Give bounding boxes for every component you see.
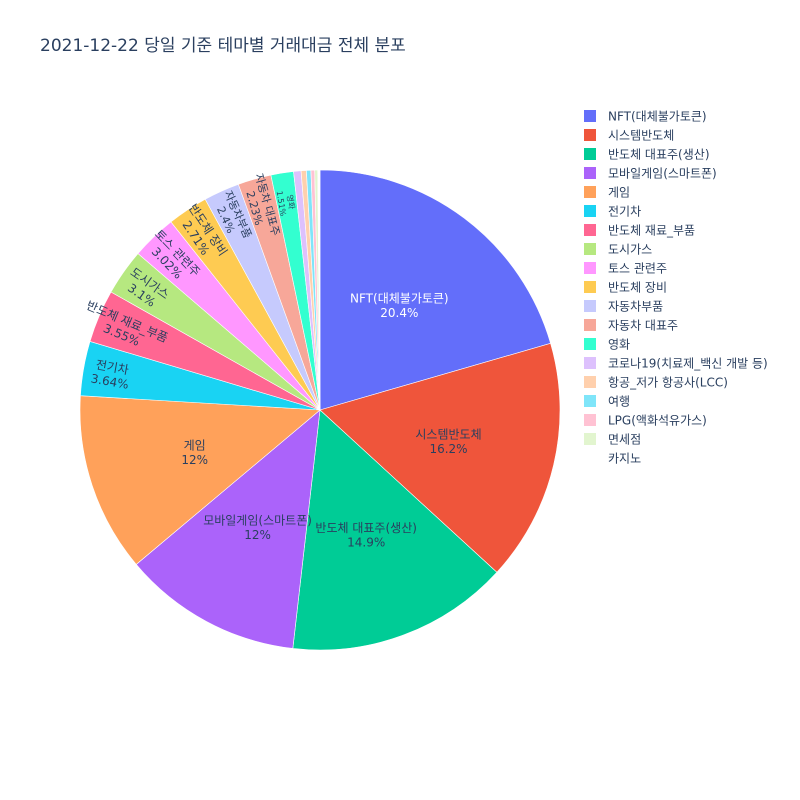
slice-label-percent: 12% (181, 453, 208, 467)
legend-item[interactable]: NFT(대체불가토큰) (584, 110, 707, 124)
legend-item[interactable]: 카지노 (584, 452, 641, 466)
legend-item[interactable]: 영화 (584, 338, 630, 352)
slice-label: NFT(대체불가토큰) 20.4% (350, 292, 449, 320)
legend-item[interactable]: 반도체 재료_부품 (584, 224, 695, 238)
pie-slice[interactable] (319, 169, 551, 411)
legend-label: 반도체 대표주(생산) (608, 148, 710, 162)
legend-item[interactable]: 반도체 대표주(생산) (584, 148, 710, 162)
legend-swatch (584, 452, 596, 464)
legend-item[interactable]: 반도체 장비 (584, 281, 667, 295)
legend-label: 면세점 (608, 433, 641, 447)
legend-item[interactable]: LPG(액화석유가스) (584, 414, 707, 428)
legend-item[interactable]: 코로나19(치료제_백신 개발 등) (584, 357, 768, 371)
slice-label-name: 모바일게임(스마트폰) (203, 514, 312, 528)
slice-label: 전기차3.64% (90, 357, 132, 392)
legend-label: 모바일게임(스마트폰) (608, 167, 717, 181)
slice-label: 시스템반도체 16.2% (415, 427, 481, 455)
legend-swatch (584, 395, 596, 407)
legend-swatch (584, 357, 596, 369)
legend-swatch (584, 167, 596, 179)
pie-slice[interactable] (319, 342, 561, 573)
legend-item[interactable]: 모바일게임(스마트폰) (584, 167, 717, 181)
legend-label: 시스템반도체 (608, 129, 674, 143)
legend-item[interactable]: 자동차부품 (584, 300, 663, 314)
pie-slice[interactable] (135, 409, 321, 649)
slice-label-name: 시스템반도체 (415, 427, 481, 441)
legend-label: 토스 관련주 (608, 262, 667, 276)
legend-swatch (584, 186, 596, 198)
legend-swatch (584, 110, 596, 122)
legend-swatch (584, 262, 596, 274)
slice-label-name: 영화 (285, 194, 297, 211)
slice-label-percent: 12% (244, 528, 271, 542)
legend-swatch (584, 319, 596, 331)
legend-swatch (584, 148, 596, 160)
slice-label-name: NFT(대체불가토큰) (350, 292, 449, 306)
pie-slice[interactable] (317, 169, 321, 411)
legend-item[interactable]: 면세점 (584, 433, 641, 447)
slice-label: 영화1.51% (275, 189, 298, 218)
slice-label-percent: 3.64% (90, 371, 130, 391)
legend-label: 자동차부품 (608, 300, 663, 314)
legend-item[interactable]: 자동차 대표주 (584, 319, 678, 333)
legend-label: LPG(액화석유가스) (608, 414, 707, 428)
legend-swatch (584, 243, 596, 255)
legend-label: 여행 (608, 394, 630, 409)
legend-item[interactable]: 항공_저가 항공사(LCC) (584, 376, 728, 390)
legend-item[interactable]: 여행 (584, 394, 630, 409)
slice-label: 게임 12% (181, 439, 208, 467)
slice-label-name: 반도체 대표주(생산) (315, 521, 417, 535)
slice-label: 반도체 대표주(생산) 14.9% (315, 521, 417, 549)
legend-swatch (584, 433, 596, 445)
legend-swatch (584, 281, 596, 293)
slice-label-percent: 20.4% (380, 306, 418, 320)
legend-label: 영화 (608, 338, 630, 352)
legend-swatch (584, 129, 596, 141)
legend-label: 항공_저가 항공사(LCC) (608, 376, 728, 390)
pie-slice[interactable] (79, 395, 321, 565)
legend-swatch (584, 414, 596, 426)
legend-label: 게임 (608, 186, 630, 200)
chart-title: 2021-12-22 당일 기준 테마별 거래대금 전체 분포 (40, 36, 406, 56)
legend-item[interactable]: 전기차 (584, 205, 641, 219)
legend-label: NFT(대체불가토큰) (608, 110, 707, 124)
legend-label: 반도체 재료_부품 (608, 224, 695, 238)
pie-slice[interactable] (292, 409, 498, 651)
legend-label: 카지노 (608, 452, 641, 466)
slice-label-percent: 14.9% (347, 535, 385, 549)
slice-label-name: 전기차 (95, 358, 130, 378)
pie-slice-labels: NFT(대체불가토큰) 20.4% 시스템반도체 16.2% 반도체 대표주(생산) 14… (84, 172, 481, 549)
legend-swatch (584, 300, 596, 312)
legend-label: 자동차 대표주 (608, 319, 678, 333)
slice-label-name: 게임 (184, 439, 206, 453)
legend-item[interactable]: 게임 (584, 186, 630, 200)
legend-item[interactable]: 도시가스 (584, 243, 652, 257)
legend-label: 도시가스 (608, 243, 652, 257)
legend-item[interactable]: 시스템반도체 (584, 129, 674, 143)
legend-label: 전기차 (608, 205, 641, 219)
legend-label: 코로나19(치료제_백신 개발 등) (608, 357, 768, 371)
slice-label: 모바일게임(스마트폰) 12% (203, 514, 312, 542)
legend-swatch (584, 376, 596, 388)
slice-label-percent: 1.51% (275, 190, 288, 217)
legend-swatch (584, 224, 596, 236)
legend-label: 반도체 장비 (608, 281, 667, 295)
legend-swatch (584, 338, 596, 350)
slice-label-percent: 16.2% (429, 442, 467, 456)
legend-swatch (584, 205, 596, 217)
pie-slices (79, 169, 561, 651)
legend-item[interactable]: 토스 관련주 (584, 262, 667, 276)
